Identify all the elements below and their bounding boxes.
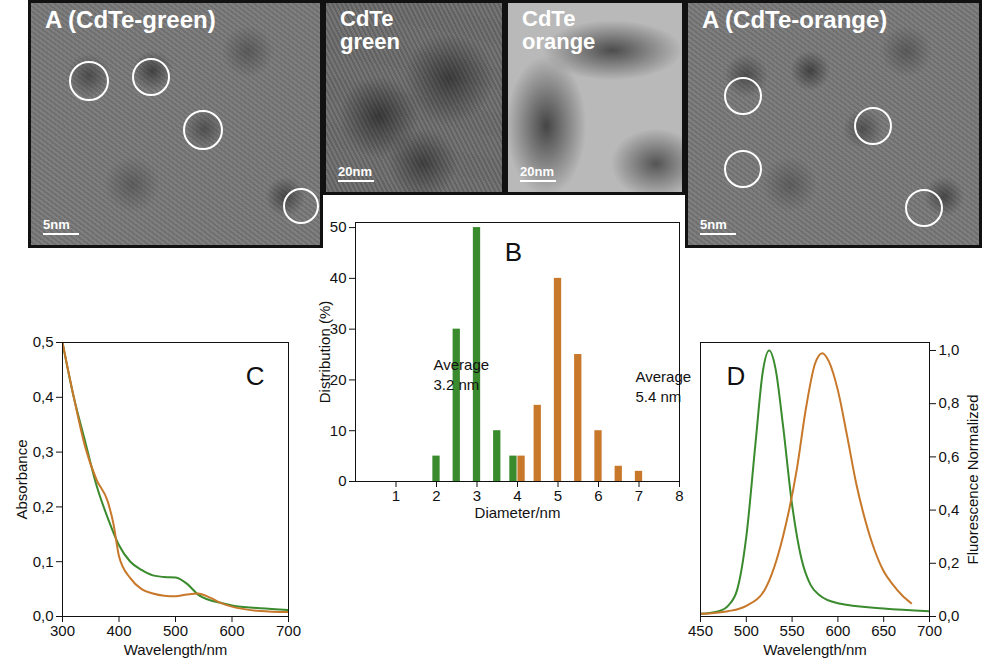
svg-text:C: C xyxy=(246,361,265,391)
svg-text:700: 700 xyxy=(917,622,942,639)
svg-text:0,4: 0,4 xyxy=(33,388,54,405)
svg-text:1,0: 1,0 xyxy=(939,341,960,358)
svg-text:0,2: 0,2 xyxy=(939,554,960,571)
svg-text:0,8: 0,8 xyxy=(939,394,960,411)
svg-text:7: 7 xyxy=(635,487,643,504)
svg-text:550: 550 xyxy=(780,622,805,639)
svg-text:600: 600 xyxy=(219,622,244,639)
svg-text:Absorbance: Absorbance xyxy=(13,439,30,519)
svg-text:20: 20 xyxy=(329,370,347,388)
svg-text:Diameter/nm: Diameter/nm xyxy=(475,504,561,521)
svg-text:0,0: 0,0 xyxy=(32,607,54,625)
svg-text:Fluorescence Normalized: Fluorescence Normalized xyxy=(964,394,981,564)
svg-text:0,4: 0,4 xyxy=(939,501,960,518)
svg-text:5: 5 xyxy=(554,487,562,504)
svg-text:500: 500 xyxy=(163,622,188,639)
svg-text:650: 650 xyxy=(871,622,896,639)
html-text:A (CdTe-orange): A (CdTe-orange) xyxy=(702,6,888,33)
svg-text:Wavelength/nm: Wavelength/nm xyxy=(763,641,867,658)
svg-text:Distribution (%): Distribution (%) xyxy=(316,301,333,404)
svg-text:B: B xyxy=(505,237,522,267)
svg-text:6: 6 xyxy=(594,487,602,504)
svg-text:450: 450 xyxy=(688,622,713,639)
svg-text:500: 500 xyxy=(734,622,759,639)
svg-text:40: 40 xyxy=(330,269,347,286)
svg-text:Average5.4 nm: Average5.4 nm xyxy=(636,368,692,405)
svg-text:0,0: 0,0 xyxy=(938,607,960,625)
svg-text:0,5: 0,5 xyxy=(33,333,54,350)
svg-text:400: 400 xyxy=(106,622,131,639)
svg-text:0,6: 0,6 xyxy=(939,448,960,465)
svg-text:8: 8 xyxy=(675,487,683,504)
svg-text:700: 700 xyxy=(276,622,301,639)
svg-text:4: 4 xyxy=(513,487,521,504)
svg-text:300: 300 xyxy=(50,622,75,639)
svg-text:0,1: 0,1 xyxy=(33,553,54,570)
svg-text:3: 3 xyxy=(473,487,481,504)
html-text:5nm: 5nm xyxy=(43,217,70,232)
html-text:CdTe green: CdTe green xyxy=(340,6,400,55)
svg-text:D: D xyxy=(727,361,746,391)
svg-text:600: 600 xyxy=(825,622,850,639)
svg-text:2: 2 xyxy=(432,487,440,504)
svg-text:30: 30 xyxy=(329,319,347,337)
svg-text:Wavelength/nm: Wavelength/nm xyxy=(124,641,228,658)
svg-text:0: 0 xyxy=(338,472,346,489)
html-text:A (CdTe-green): A (CdTe-green) xyxy=(45,6,216,33)
html-text:20nm: 20nm xyxy=(338,164,372,179)
html-text:5nm: 5nm xyxy=(700,217,727,232)
svg-text:50: 50 xyxy=(330,218,347,235)
html-text:CdTe orange: CdTe orange xyxy=(522,6,596,55)
html-text:20nm: 20nm xyxy=(520,164,554,179)
svg-text:0,3: 0,3 xyxy=(33,443,54,460)
svg-text:Average3.2 nm: Average3.2 nm xyxy=(434,356,490,393)
svg-text:1: 1 xyxy=(392,487,400,504)
svg-text:0,2: 0,2 xyxy=(33,498,54,515)
svg-text:10: 10 xyxy=(330,422,347,439)
